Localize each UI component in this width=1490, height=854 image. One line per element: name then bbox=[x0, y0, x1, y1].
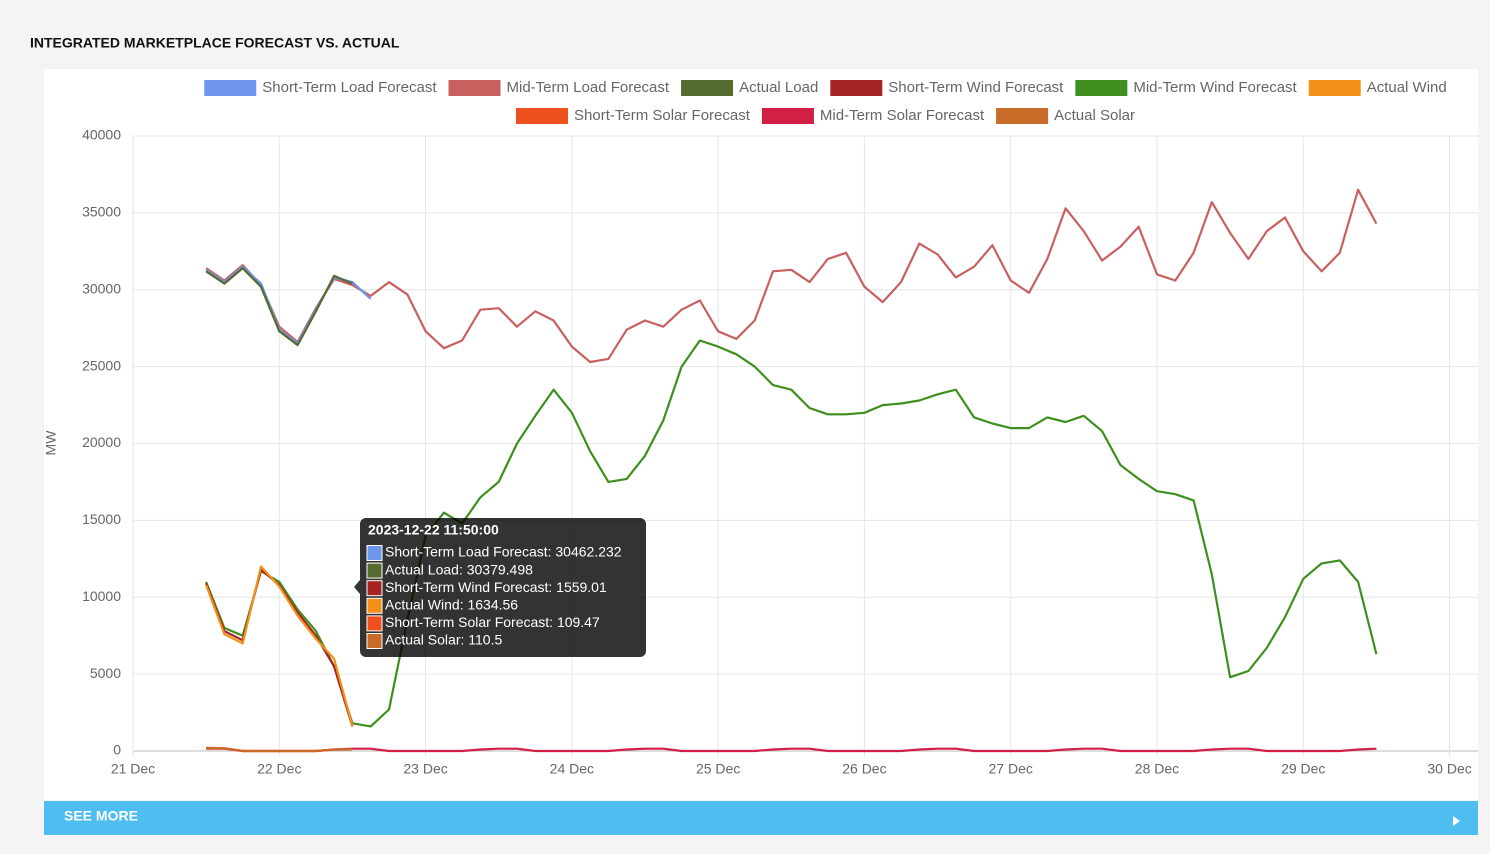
chart-panel bbox=[44, 69, 1478, 800]
legend-item[interactable]: Mid-Term Wind Forecast bbox=[1075, 79, 1298, 96]
tooltip-line: Actual Wind: 1634.56 bbox=[385, 597, 518, 613]
x-tick-label: 29 Dec bbox=[1281, 761, 1325, 777]
x-tick-label: 22 Dec bbox=[257, 761, 301, 777]
tooltip-line: Short-Term Solar Forecast: 109.47 bbox=[385, 614, 600, 630]
legend-item[interactable]: Mid-Term Load Forecast bbox=[448, 79, 670, 96]
legend-label[interactable]: Short-Term Solar Forecast bbox=[574, 107, 751, 124]
tooltip-swatch bbox=[366, 580, 383, 597]
series-line bbox=[205, 188, 1378, 364]
tooltip-title: 2023-12-22 11:50:00 bbox=[368, 522, 499, 538]
legend-item[interactable]: Short-Term Load Forecast bbox=[204, 79, 437, 96]
legend-swatch[interactable] bbox=[1308, 80, 1361, 96]
tooltip-swatch bbox=[366, 615, 383, 632]
tooltip-swatch bbox=[366, 597, 383, 614]
y-tick-label: 40000 bbox=[82, 127, 121, 143]
x-tick-label: 24 Dec bbox=[550, 761, 594, 777]
button-label[interactable]: SEE MORE bbox=[64, 808, 138, 824]
button-arrow[interactable] bbox=[1453, 816, 1460, 826]
tooltip-swatch bbox=[366, 562, 383, 579]
legend-item[interactable]: Short-Term Solar Forecast bbox=[516, 107, 751, 124]
tooltip-pointer bbox=[354, 580, 360, 594]
legend-swatch[interactable] bbox=[448, 80, 501, 96]
legend-label[interactable]: Mid-Term Load Forecast bbox=[507, 79, 670, 96]
y-tick-label: 35000 bbox=[82, 204, 121, 220]
legend-item[interactable]: Actual Wind bbox=[1308, 79, 1447, 96]
legend-item[interactable]: Actual Solar bbox=[996, 107, 1135, 124]
series-line bbox=[206, 747, 353, 753]
x-tick-label: 30 Dec bbox=[1427, 761, 1471, 777]
legend-item[interactable]: Mid-Term Solar Forecast bbox=[761, 107, 985, 124]
series-line bbox=[205, 267, 353, 347]
legend: Short-Term Load Forecast Mid-Term Load Fo… bbox=[204, 79, 1447, 124]
x-tick-label: 23 Dec bbox=[403, 761, 447, 777]
y-tick-label: 30000 bbox=[82, 280, 121, 296]
y-tick-label: 20000 bbox=[82, 434, 121, 450]
see-more-button[interactable]: SEE MORE bbox=[44, 801, 1478, 835]
legend-label[interactable]: Actual Load bbox=[739, 79, 818, 96]
y-tick-label: 25000 bbox=[82, 357, 121, 373]
y-tick-label: 0 bbox=[113, 742, 121, 758]
x-tick-label: 27 Dec bbox=[989, 761, 1033, 777]
legend-label[interactable]: Actual Wind bbox=[1367, 79, 1447, 96]
x-tick-label: 26 Dec bbox=[842, 761, 886, 777]
legend-label[interactable]: Short-Term Load Forecast bbox=[262, 79, 437, 96]
legend-swatch[interactable] bbox=[996, 108, 1049, 124]
series-line bbox=[206, 747, 1377, 753]
button-bg[interactable] bbox=[44, 801, 1478, 835]
legend-swatch[interactable] bbox=[1075, 80, 1128, 96]
x-tick-label: 28 Dec bbox=[1135, 761, 1179, 777]
tooltip-line: Short-Term Wind Forecast: 1559.01 bbox=[385, 579, 607, 595]
tooltip-swatch bbox=[366, 633, 383, 649]
legend-swatch[interactable] bbox=[830, 80, 883, 96]
legend-item[interactable]: Short-Term Wind Forecast bbox=[830, 79, 1064, 96]
x-tick-label: 25 Dec bbox=[696, 761, 740, 777]
y-tick-label: 15000 bbox=[82, 511, 121, 527]
y-tick-label: 5000 bbox=[90, 665, 121, 681]
legend-swatch[interactable] bbox=[761, 108, 814, 124]
legend-label[interactable]: Actual Solar bbox=[1054, 107, 1135, 124]
legend-label[interactable]: Short-Term Wind Forecast bbox=[888, 79, 1064, 96]
x-tick-label: 21 Dec bbox=[111, 761, 155, 777]
legend-swatch[interactable] bbox=[204, 80, 257, 96]
tooltip-line: Actual Load: 30379.498 bbox=[385, 561, 533, 577]
grid: 0 5000 10000 15000 20000 25000 30000 35000 40000… bbox=[82, 127, 1478, 777]
tooltip: 2023-12-22 11:50:00 Short-Term Load Fore… bbox=[354, 518, 646, 657]
legend-swatch[interactable] bbox=[681, 80, 734, 96]
series-line bbox=[205, 565, 354, 727]
legend-swatch[interactable] bbox=[516, 108, 569, 124]
legend-label[interactable]: Mid-Term Solar Forecast bbox=[820, 107, 985, 124]
y-axis-label: MW bbox=[43, 430, 59, 456]
tooltip-line: Actual Solar: 110.5 bbox=[385, 632, 502, 648]
legend-label[interactable]: Mid-Term Wind Forecast bbox=[1133, 79, 1297, 96]
tooltip-box bbox=[360, 518, 646, 657]
page-title: INTEGRATED MARKETPLACE FORECAST VS. ACTU… bbox=[30, 35, 400, 51]
y-tick-label: 10000 bbox=[82, 588, 121, 604]
tooltip-line: Short-Term Load Forecast: 30462.232 bbox=[385, 544, 622, 560]
tooltip-swatch bbox=[366, 545, 383, 561]
legend-item[interactable]: Actual Load bbox=[681, 79, 818, 96]
